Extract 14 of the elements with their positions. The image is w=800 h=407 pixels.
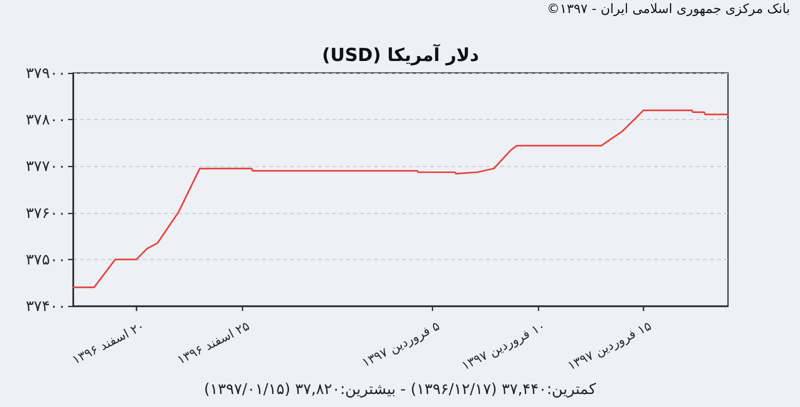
chart-title: دلار آمریکا (USD) — [320, 45, 480, 66]
y-tick-label: ۳۷۵۰۰ — [26, 250, 66, 268]
y-tick-label: ۳۷۴۰۰ — [26, 297, 66, 315]
y-tick-label: ۳۷۹۰۰ — [26, 64, 66, 82]
x-tick-label: ۲۵ اسفند ۱۳۹۶ — [174, 318, 252, 368]
x-tick-label: ۵ فروردین ۱۳۹۷ — [359, 318, 442, 370]
x-tick-label: ۱۰ فروردین ۱۳۹۷ — [459, 318, 548, 374]
y-tick-label: ۳۷۷۰۰ — [26, 157, 66, 176]
x-tick-label: ۲۰ اسفند ۱۳۹۶ — [69, 318, 146, 368]
text: بانک مرکزی جمهوری اسلامی ایران - ۱۳۹۷© — [546, 2, 790, 17]
x-tick-label: ۱۵ فروردین ۱۳۹۷ — [564, 318, 654, 374]
y-tick-label: ۳۷۶۰۰ — [26, 204, 66, 222]
y-tick-label: ۳۷۸۰۰ — [26, 110, 66, 129]
text: کمترین:۳۷,۴۴۰ (۱۳۹۶/۱۲/۱۷) - بیشترین:۳۷,۸۲۰ (۱۳۹۷/۰۱/۱۵) — [203, 380, 597, 399]
